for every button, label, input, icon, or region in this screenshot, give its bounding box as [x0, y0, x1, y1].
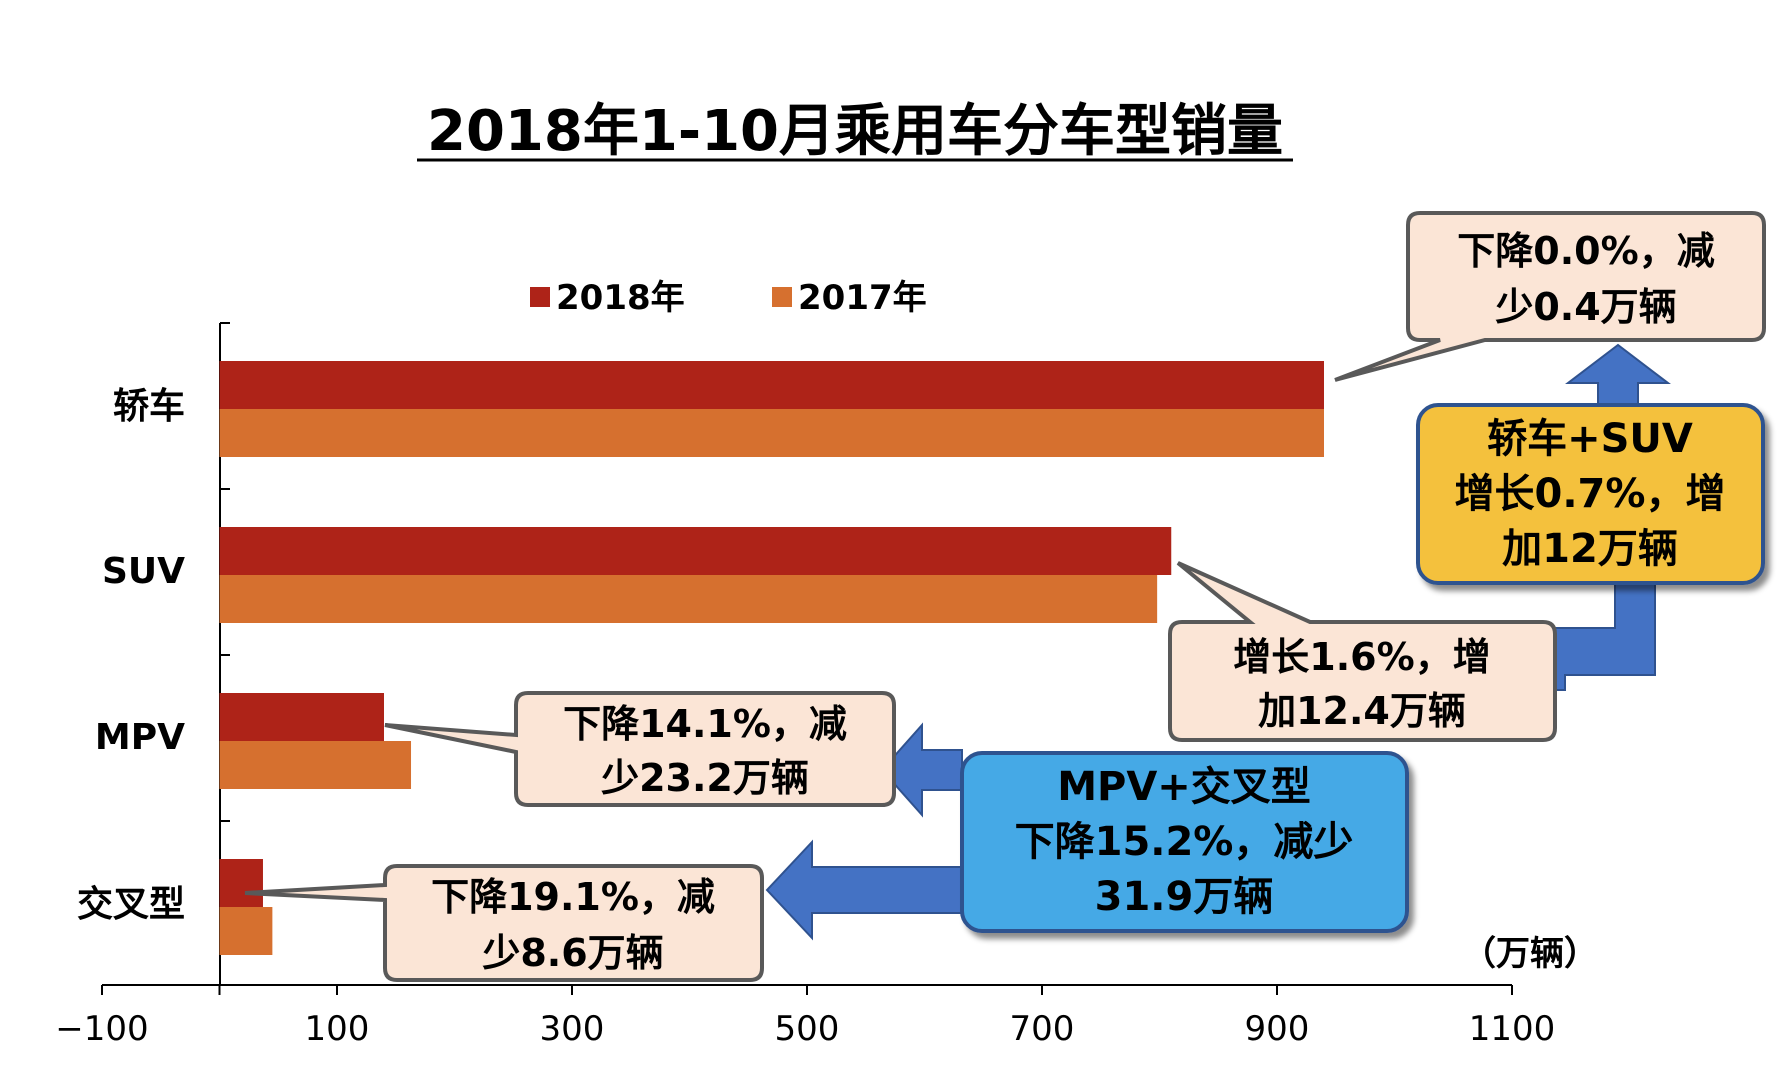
category-label-cross: 交叉型: [77, 883, 185, 925]
unit-label: （万辆）: [1462, 934, 1598, 974]
arrow-suv-to-sedan-suv: [1544, 579, 1656, 691]
bars-group: [219, 361, 1324, 955]
x-tick-label: 700: [1010, 1009, 1075, 1049]
summary-sedan-suv-line2: 增长0.7%，增: [1455, 471, 1726, 517]
y-axis-ticks: [220, 322, 230, 822]
bar-mpv-2018: [219, 693, 384, 741]
callout-cross: 下降19.1%，减 少8.6万辆: [244, 864, 764, 982]
summary-sedan-suv-line3: 加12万辆: [1502, 526, 1678, 572]
x-tick-label: 1100: [1469, 1009, 1556, 1049]
bar-suv-2018: [219, 527, 1172, 575]
bar-suv-2017: [219, 575, 1158, 623]
arrow-mpv-cross-to-mpv: [880, 722, 963, 818]
bar-mpv-2017: [219, 741, 412, 789]
summary-mpv-cross: MPV+交叉型 下降15.2%，减少 31.9万辆: [960, 751, 1409, 933]
x-tick-label: 900: [1245, 1009, 1310, 1049]
arrow-mpv-cross-to-cross: [765, 839, 963, 941]
callout-suv: 增长1.6%，增 加12.4万辆: [1168, 561, 1557, 742]
summary-mpv-cross-line1: MPV+交叉型: [1057, 764, 1311, 810]
chart-title: 2018年1-10月乘用车分车型销量: [427, 99, 1283, 164]
x-tick-label: 100: [305, 1009, 370, 1049]
summary-sedan-suv-line1: 轿车+SUV: [1487, 416, 1693, 462]
legend-label-2018: 2018年: [556, 278, 685, 318]
callout-suv-line2: 加12.4万辆: [1258, 689, 1466, 733]
callout-mpv-line1: 下降14.1%，减: [563, 702, 847, 746]
x-tick-label: −100: [55, 1009, 148, 1049]
callout-sedan-line2: 少0.4万辆: [1495, 285, 1676, 329]
callout-suv-line1: 增长1.6%，增: [1233, 635, 1490, 679]
bar-cross-2017: [219, 907, 273, 955]
summary-sedan-suv: 轿车+SUV 增长0.7%，增 加12万辆: [1416, 403, 1765, 585]
bar-sedan-2018: [219, 361, 1324, 409]
legend-swatch-2018: [530, 287, 550, 307]
callout-sedan-line1: 下降0.0%，减: [1457, 229, 1714, 273]
legend-swatch-2017: [772, 287, 792, 307]
callout-mpv: 下降14.1%，减 少23.2万辆: [384, 691, 896, 807]
summary-mpv-cross-line3: 31.9万辆: [1095, 874, 1274, 920]
category-label-mpv: MPV: [95, 717, 185, 758]
x-tick-label: 300: [540, 1009, 605, 1049]
bar-cross-2018: [219, 859, 263, 907]
bar-sedan-2017: [219, 409, 1324, 457]
summary-mpv-cross-line2: 下降15.2%，减少: [1015, 819, 1354, 865]
category-label-sedan: 轿车: [113, 386, 185, 427]
callout-cross-line1: 下降19.1%，减: [431, 875, 715, 919]
legend-label-2017: 2017年: [798, 278, 927, 318]
callout-mpv-line2: 少23.2万辆: [601, 756, 809, 800]
x-tick-label: 500: [775, 1009, 840, 1049]
arrow-sedan-suv-to-sedan: [1565, 343, 1671, 406]
callout-sedan: 下降0.0%，减 少0.4万辆: [1334, 211, 1766, 382]
x-axis-ticks: −100 100 300 500 700 900 1100: [55, 985, 1555, 1049]
callout-cross-line2: 少8.6万辆: [482, 931, 663, 975]
category-label-suv: SUV: [102, 551, 185, 592]
